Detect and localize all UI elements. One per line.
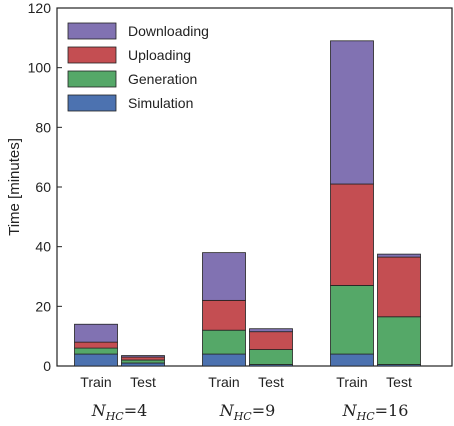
y-axis-label: Time [minutes]: [6, 138, 23, 236]
bars-layer: [74, 40, 421, 367]
bar-segment-generation: [377, 316, 421, 365]
legend-swatch-simulation: [67, 94, 117, 112]
bar-segment-simulation: [121, 362, 165, 367]
y-tick-label: 0: [43, 358, 51, 374]
legend-swatch-uploading: [67, 46, 117, 64]
bar-segment-downloading: [202, 252, 246, 301]
legend-label-simulation: Simulation: [128, 95, 193, 111]
bar-segment-uploading: [202, 299, 246, 331]
bar-segment-generation: [74, 347, 118, 355]
bar-segment-uploading: [249, 331, 293, 350]
group-label: NHC=16: [342, 401, 409, 423]
legend-swatch-downloading: [67, 22, 117, 40]
legend-swatch-generation: [67, 70, 117, 88]
legend: Downloading Uploading Generation Simulation: [67, 22, 209, 112]
x-tick-label: Train: [208, 374, 239, 390]
y-tick-label: 80: [35, 119, 51, 135]
bar-segment-simulation: [202, 353, 246, 367]
bar-segment-simulation: [330, 353, 374, 367]
x-tick-label: Train: [336, 374, 367, 390]
x-axis: Train Test Train Test Train Test NHC=4 NHC=9 NHC…: [80, 374, 412, 423]
y-tick-label: 20: [35, 298, 51, 314]
bar-segment-uploading: [121, 356, 165, 361]
y-axis: 0 20 40 60 80 100 120: [28, 0, 62, 374]
bar-segment-generation: [249, 349, 293, 365]
bar-segment-uploading: [377, 256, 421, 318]
legend-label-uploading: Uploading: [128, 47, 191, 63]
bar-segment-uploading: [330, 183, 374, 286]
x-tick-label: Test: [258, 374, 284, 390]
group-label: NHC=9: [219, 401, 276, 423]
bar-segment-downloading: [74, 323, 118, 343]
y-tick-label: 40: [35, 239, 51, 255]
bar-segment-uploading: [74, 341, 118, 349]
bar-segment-generation: [202, 329, 246, 355]
x-tick-label: Train: [80, 374, 111, 390]
y-tick-label: 100: [28, 60, 52, 76]
bar-segment-downloading: [249, 328, 293, 333]
y-tick-label: 60: [35, 179, 51, 195]
x-tick-label: Test: [130, 374, 156, 390]
bar-segment-generation: [121, 359, 165, 364]
legend-label-downloading: Downloading: [128, 23, 209, 39]
x-tick-label: Test: [386, 374, 412, 390]
bar-segment-downloading: [330, 40, 374, 185]
bar-segment-downloading: [121, 355, 165, 358]
y-tick-label: 120: [28, 0, 52, 16]
legend-label-generation: Generation: [128, 71, 197, 87]
bar-segment-downloading: [377, 253, 421, 258]
bar-segment-generation: [330, 285, 374, 355]
group-label: NHC=4: [91, 401, 148, 423]
bar-segment-simulation: [74, 353, 118, 367]
